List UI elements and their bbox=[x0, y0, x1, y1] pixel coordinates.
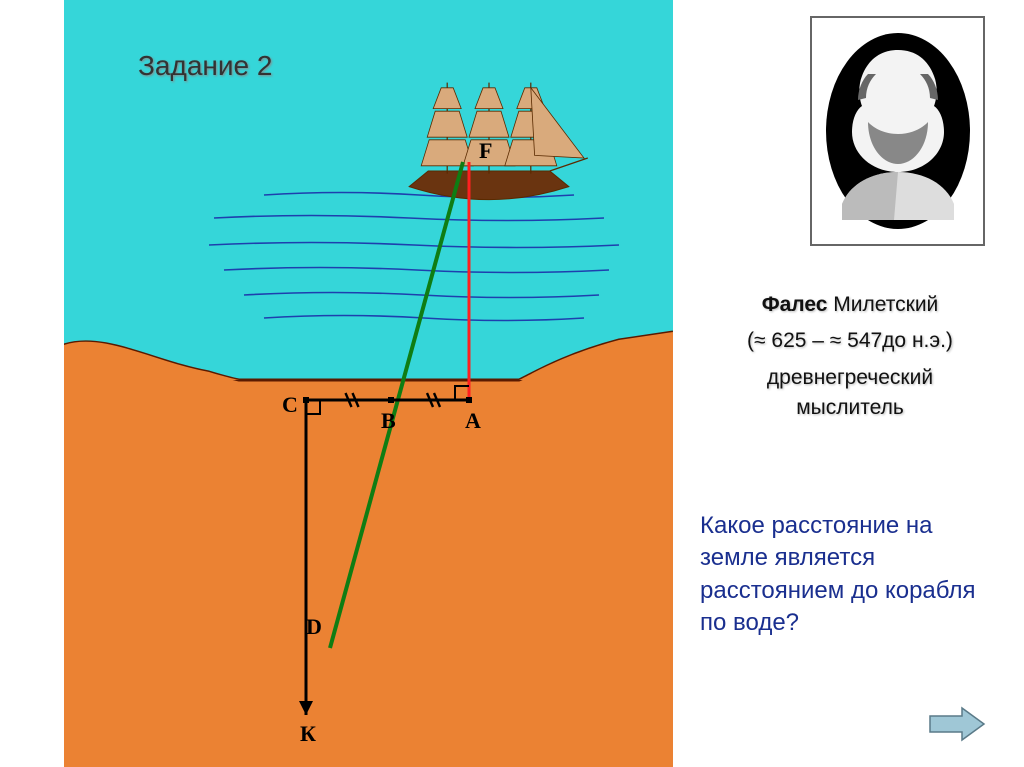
point-label-K: К bbox=[300, 721, 316, 747]
diagram-svg bbox=[64, 0, 673, 767]
caption-name-rest: Милетский bbox=[827, 293, 938, 316]
diagram-container: Задание 2 F A B C D К bbox=[64, 0, 673, 767]
portrait-icon bbox=[818, 26, 978, 236]
portrait-frame bbox=[810, 16, 985, 246]
question-text: Какое расстояние на земле является расст… bbox=[700, 510, 1000, 640]
point-label-D: D bbox=[306, 614, 322, 640]
next-arrow-button[interactable] bbox=[928, 706, 986, 742]
caption-dates: (≈ 625 – ≈ 547до н.э.) bbox=[700, 326, 1000, 356]
point-label-F: F bbox=[479, 138, 492, 164]
point-label-C: C bbox=[282, 392, 298, 418]
arrow-right-icon bbox=[928, 706, 986, 742]
point-label-A: A bbox=[465, 408, 481, 434]
caption-role-2: мыслитель bbox=[796, 396, 904, 419]
caption-name: Фалес Милетский bbox=[700, 290, 1000, 320]
point-label-B: B bbox=[381, 408, 396, 434]
slide: Задание 2 F A B C D К bbox=[0, 0, 1024, 767]
portrait-caption: Фалес Милетский (≈ 625 – ≈ 547до н.э.) д… bbox=[700, 290, 1000, 424]
caption-role: древнегреческий мыслитель bbox=[700, 363, 1000, 424]
thales-portrait bbox=[812, 18, 983, 244]
caption-name-bold: Фалес bbox=[762, 293, 828, 316]
caption-role-1: древнегреческий bbox=[767, 366, 933, 389]
